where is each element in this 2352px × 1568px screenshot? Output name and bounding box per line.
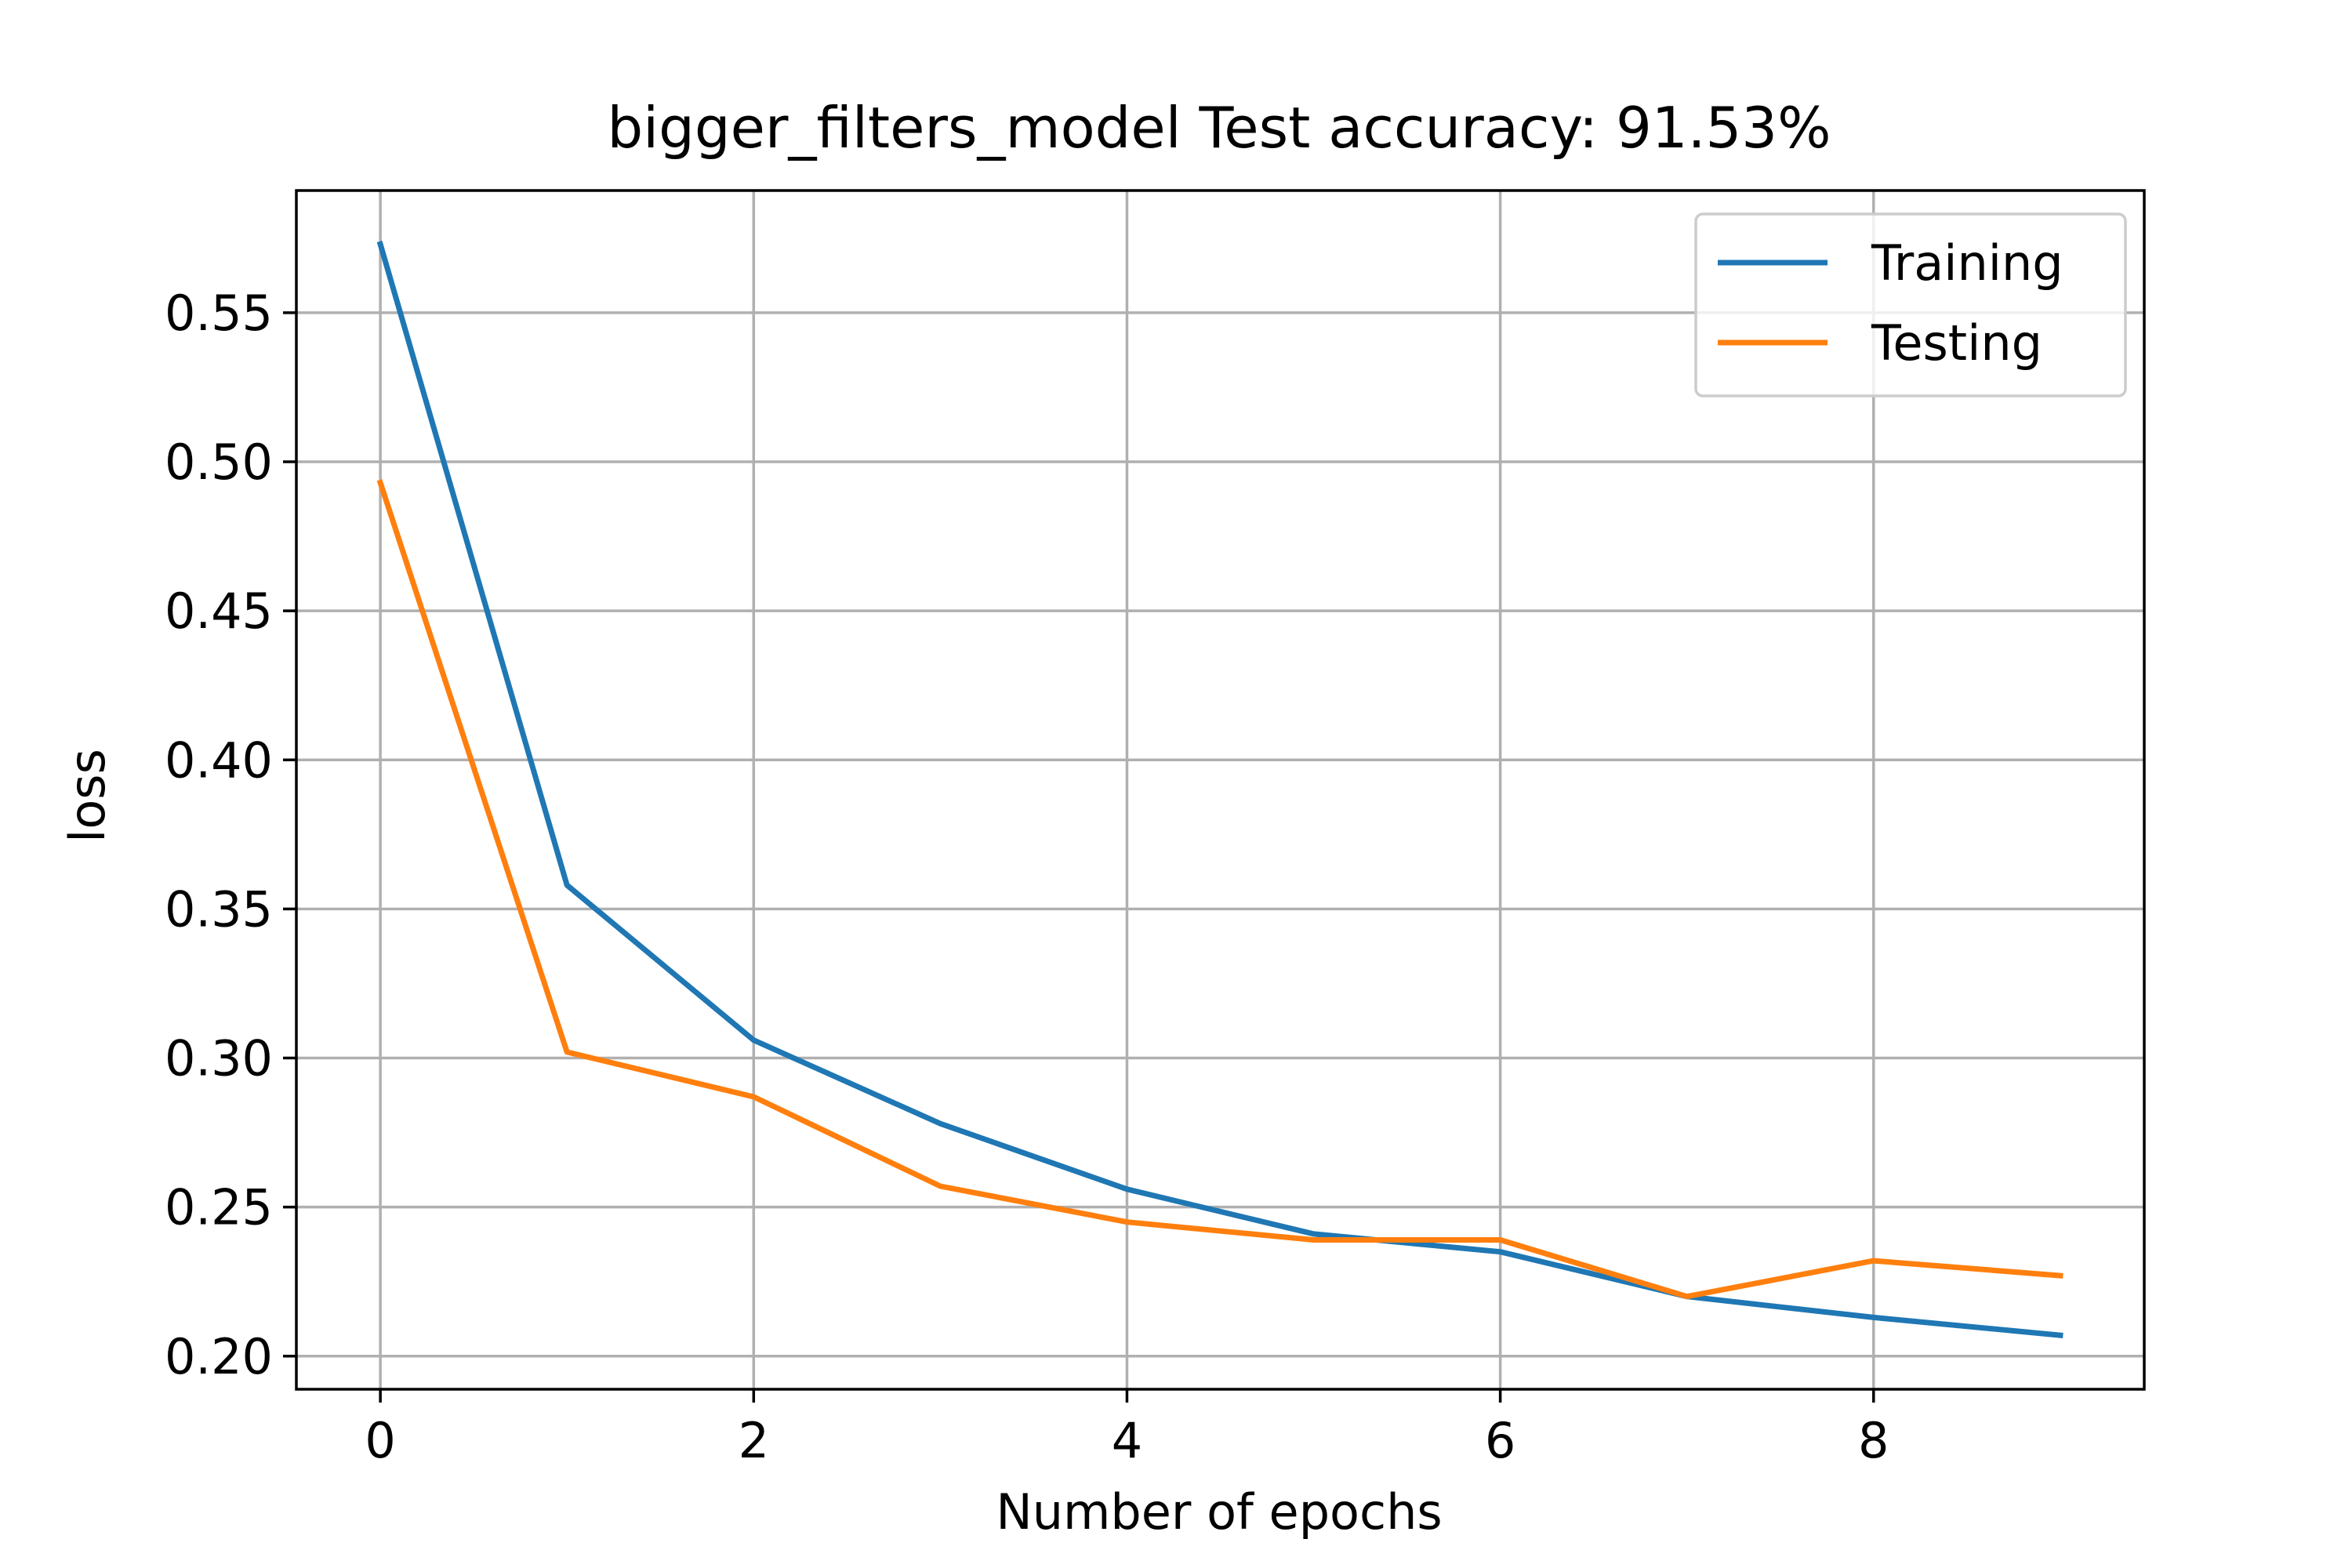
y-tick-label: 0.35 (165, 880, 273, 938)
y-tick-label: 0.20 (165, 1328, 273, 1385)
chart-title: bigger_filters_model Test accuracy: 91.5… (607, 95, 1831, 161)
legend-label-testing: Testing (1871, 314, 2042, 372)
series-lines (376, 241, 2063, 1339)
x-tick-label: 0 (365, 1412, 395, 1469)
x-tick-label: 2 (739, 1412, 769, 1469)
legend-label-training: Training (1871, 234, 2063, 292)
x-axis-ticks: 0 2 4 6 8 (365, 1389, 1889, 1469)
y-tick-label: 0.45 (165, 583, 273, 640)
plot-area-frame (295, 189, 2146, 1391)
legend: Training Testing (1694, 212, 2127, 397)
y-axis-ticks: 0.20 0.25 0.30 0.35 0.40 0.45 0.50 0.55 (165, 285, 296, 1385)
y-tick-label: 0.25 (165, 1179, 273, 1236)
legend-box (1694, 212, 2127, 397)
x-axis-label: Number of epochs (996, 1483, 1442, 1541)
y-tick-label: 0.30 (165, 1030, 273, 1087)
x-tick-label: 8 (1858, 1412, 1889, 1469)
y-axis-label: loss (59, 749, 116, 843)
series-line-testing (376, 479, 2063, 1300)
y-tick-label: 0.55 (165, 285, 273, 342)
y-tick-label: 0.50 (165, 434, 273, 491)
x-tick-label: 4 (1112, 1412, 1142, 1469)
x-tick-label: 6 (1485, 1412, 1515, 1469)
grid-lines (296, 191, 2144, 1389)
y-tick-label: 0.40 (165, 731, 273, 789)
series-line-training (376, 241, 2063, 1339)
